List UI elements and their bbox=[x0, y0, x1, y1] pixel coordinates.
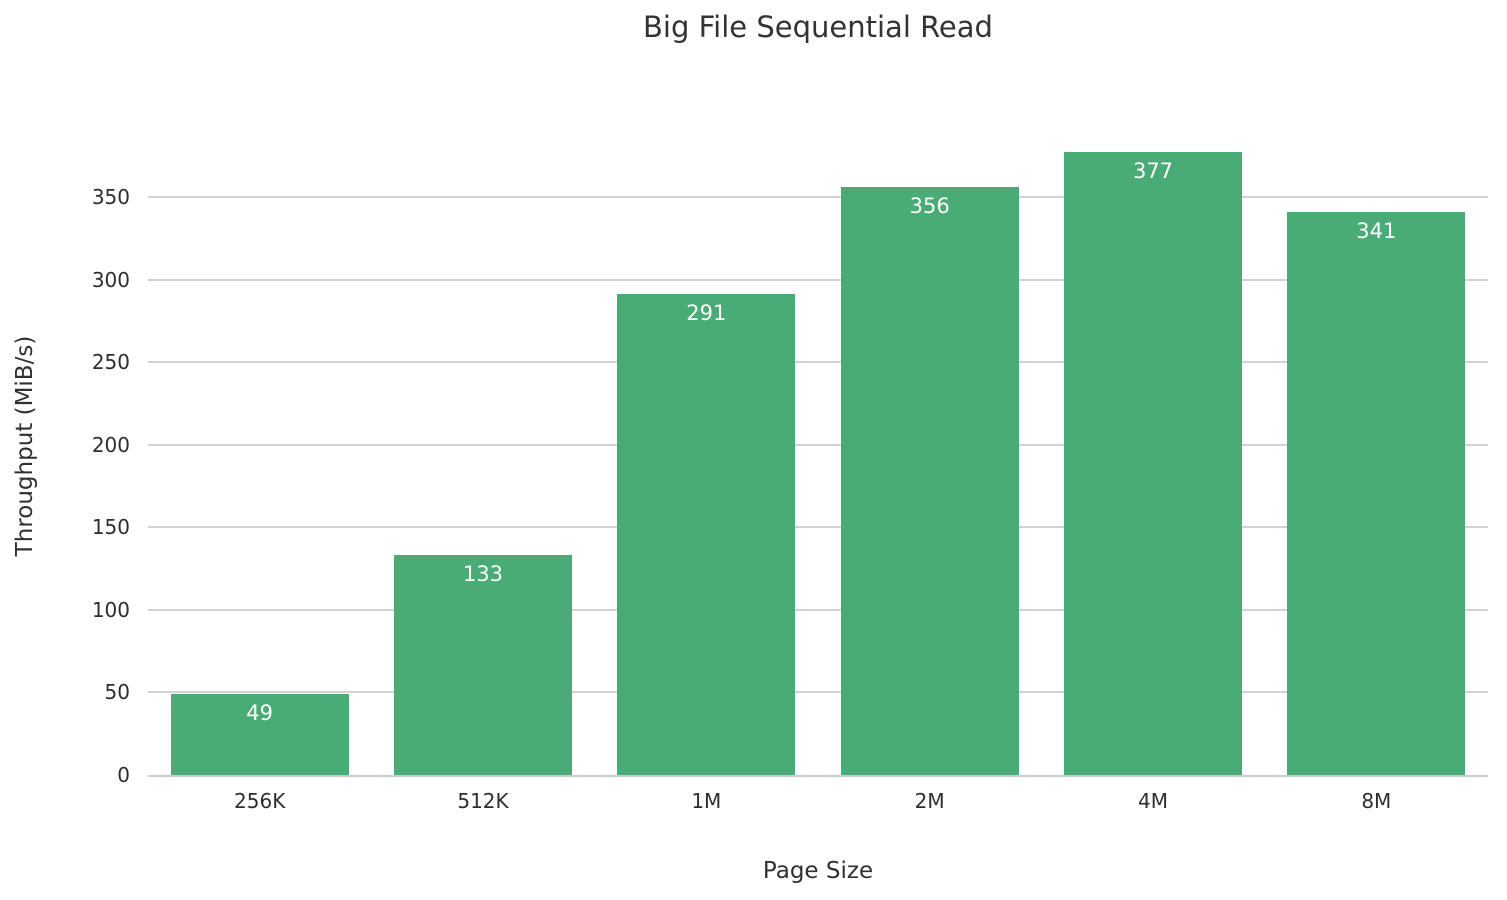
x-tick-label: 1M bbox=[691, 789, 722, 813]
y-tick-label: 200 bbox=[91, 432, 130, 457]
y-tick-label: 50 bbox=[104, 680, 130, 705]
bar-512K: 133 bbox=[394, 555, 572, 775]
bar-value-label: 356 bbox=[909, 194, 950, 218]
bar-value-label: 133 bbox=[462, 562, 504, 586]
x-tick-label: 2M bbox=[914, 789, 945, 813]
gridline bbox=[148, 526, 1488, 529]
bar-256K: 49 bbox=[170, 694, 349, 775]
bar-value-label: 377 bbox=[1132, 159, 1174, 183]
x-tick-label: 256K bbox=[234, 789, 286, 813]
y-tick-label: 150 bbox=[91, 515, 130, 540]
bar-1M: 291 bbox=[617, 294, 796, 775]
plot-area: 0 50 100 150 200 250 300 350 49 256K 133 512K 291 1M 3… bbox=[92, 115, 1488, 813]
y-tick-label: 350 bbox=[91, 185, 130, 209]
bar-4M: 377 bbox=[1064, 152, 1242, 775]
gridline bbox=[148, 196, 1488, 198]
gridline bbox=[148, 691, 1488, 694]
gridline bbox=[148, 361, 1488, 364]
x-tick-label: 4M bbox=[1138, 789, 1168, 813]
gridline bbox=[148, 278, 1488, 281]
bar-2M: 356 bbox=[840, 187, 1019, 775]
x-axis-label: Page Size bbox=[762, 858, 874, 884]
bar-value-label: 341 bbox=[1356, 219, 1397, 243]
bar-value-label: 49 bbox=[246, 701, 274, 725]
x-axis-line bbox=[148, 775, 1488, 777]
y-tick-label: 0 bbox=[117, 763, 130, 787]
y-tick-label: 250 bbox=[91, 350, 130, 375]
gridline bbox=[148, 608, 1488, 611]
x-tick-label: 512K bbox=[457, 789, 509, 813]
chart-title: Big File Sequential Read bbox=[643, 10, 993, 44]
bar-8M: 341 bbox=[1287, 212, 1466, 775]
bar-value-label: 291 bbox=[686, 301, 727, 325]
x-tick-label: 8M bbox=[1361, 789, 1392, 813]
y-tick-label: 100 bbox=[91, 597, 130, 622]
gridline bbox=[148, 443, 1488, 446]
y-tick-label: 300 bbox=[91, 267, 130, 292]
